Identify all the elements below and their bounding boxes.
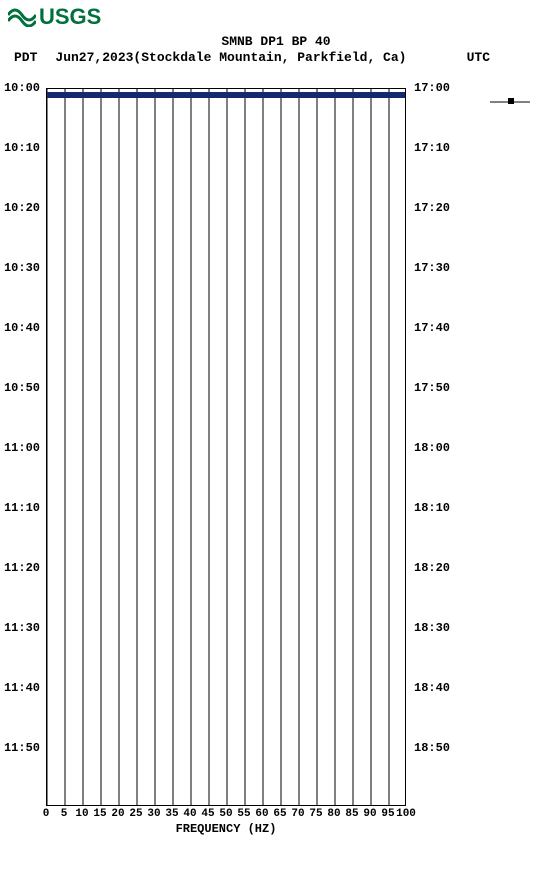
xtick: 75 [309,808,322,820]
xtick: 15 [93,808,106,820]
xtick: 60 [255,808,268,820]
xtick: 35 [165,808,178,820]
wave-icon [8,7,36,27]
xtick: 80 [327,808,340,820]
usgs-logo: USGS [8,4,101,30]
data-band [47,92,405,98]
xtick: 0 [43,808,50,820]
legend-mark [490,96,538,108]
ytick-right: 18:10 [414,501,450,515]
ytick-left: 10:30 [4,261,40,275]
gridlines [47,89,405,805]
ytick-left: 10:50 [4,381,40,395]
xtick: 40 [183,808,196,820]
xtick: 30 [147,808,160,820]
xtick: 10 [75,808,88,820]
ytick-right: 17:10 [414,141,450,155]
xtick: 55 [237,808,250,820]
ytick-right: 18:30 [414,621,450,635]
ytick-right: 18:40 [414,681,450,695]
ytick-left: 11:20 [4,561,40,575]
xtick: 100 [396,808,416,820]
ytick-left: 10:00 [4,81,40,95]
ytick-right: 18:20 [414,561,450,575]
ytick-right: 17:50 [414,381,450,395]
ytick-left: 10:20 [4,201,40,215]
ytick-right: 17:40 [414,321,450,335]
xtick: 90 [363,808,376,820]
xtick: 85 [345,808,358,820]
xtick: 20 [111,808,124,820]
chart-title: SMNB DP1 BP 40 [0,34,552,49]
ytick-left: 11:30 [4,621,40,635]
ytick-left: 10:40 [4,321,40,335]
logo-text: USGS [39,4,101,30]
ytick-left: 11:10 [4,501,40,515]
chart-subtitle: PDT Jun27,2023(Stockdale Mountain, Parkf… [14,50,538,65]
xtick: 25 [129,808,142,820]
ytick-left: 11:50 [4,741,40,755]
plot-area [46,88,406,806]
ytick-right: 17:30 [414,261,450,275]
ytick-left: 11:40 [4,681,40,695]
ytick-right: 17:20 [414,201,450,215]
ytick-right: 17:00 [414,81,450,95]
chart-date: Jun27,2023(Stockdale Mountain, Parkfield… [55,50,406,65]
xtick: 95 [381,808,394,820]
timezone-right: UTC [467,50,490,65]
ytick-right: 18:00 [414,441,450,455]
xtick: 70 [291,808,304,820]
xaxis-title: FREQUENCY (HZ) [46,822,406,836]
xtick: 65 [273,808,286,820]
chart-area: 10:0010:1010:2010:3010:4010:5011:0011:10… [46,88,406,806]
ytick-right: 18:50 [414,741,450,755]
xtick: 45 [201,808,214,820]
timezone-left: PDT [14,50,37,65]
xtick: 5 [61,808,68,820]
ytick-left: 11:00 [4,441,40,455]
ytick-left: 10:10 [4,141,40,155]
xtick: 50 [219,808,232,820]
